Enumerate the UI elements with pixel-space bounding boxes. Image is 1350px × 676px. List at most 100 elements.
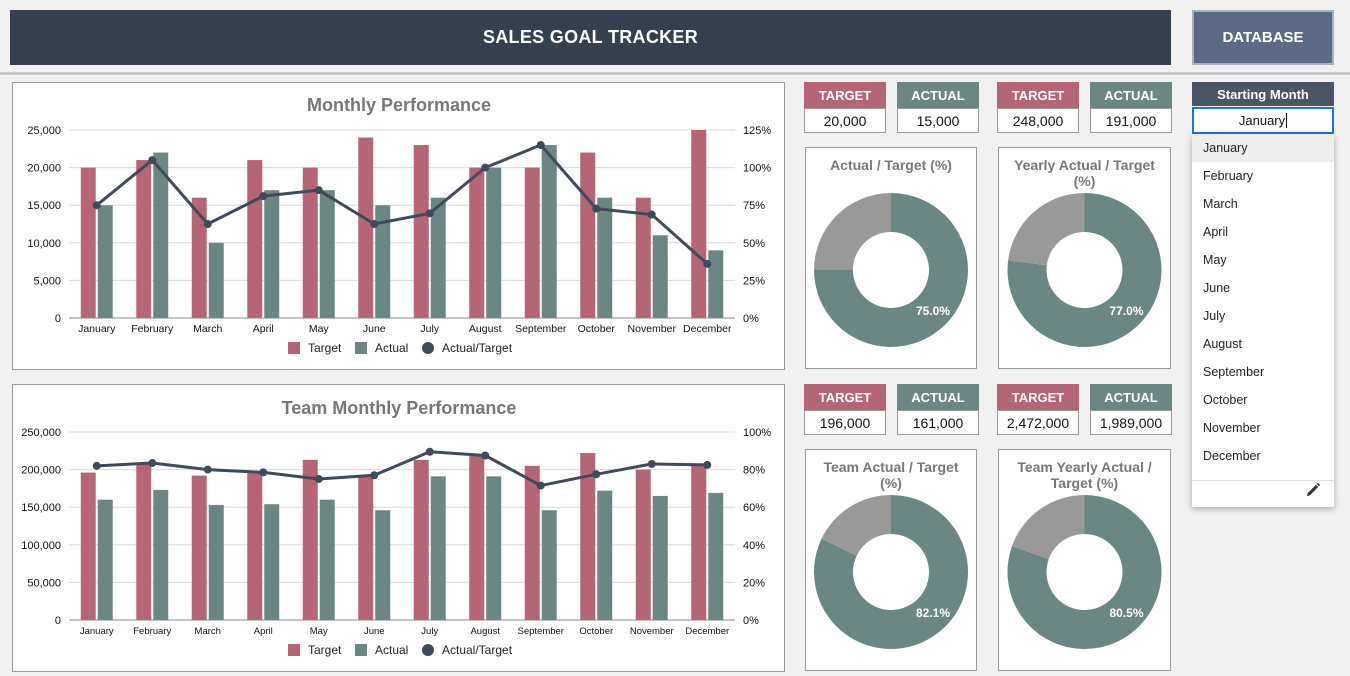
target-bar — [136, 464, 152, 620]
donut-title: Actual / Target (%) — [830, 157, 952, 173]
actual-bar — [486, 476, 502, 620]
ratio-point — [148, 459, 157, 468]
x-tick-label: November — [630, 626, 674, 637]
dropdown-option[interactable]: October — [1203, 393, 1248, 407]
ratio-point — [647, 459, 656, 468]
actual-bar — [486, 167, 502, 318]
dropdown-option[interactable]: January — [1192, 134, 1334, 162]
x-tick-label: March — [195, 626, 221, 637]
starting-month-input[interactable]: January — [1192, 107, 1334, 134]
x-tick-label: June — [363, 323, 386, 335]
y2-tick-label: 75% — [743, 200, 765, 212]
monthly-performance-chart: Monthly Performance 0 0% 5,000 25% 10,000 50% 1… — [27, 95, 771, 355]
dropdown-option[interactable]: April — [1203, 225, 1229, 239]
x-tick-label: April — [253, 323, 274, 335]
dropdown-option[interactable]: September — [1203, 365, 1265, 379]
donut-value-label: 82.1% — [916, 606, 950, 620]
legend-label: Actual/Target — [442, 643, 513, 657]
actual-bar — [652, 235, 668, 318]
target-bar — [524, 465, 540, 620]
database-button[interactable]: DATABASE — [1192, 10, 1334, 65]
kpi-target-value: 20,000 — [804, 108, 886, 133]
target-bar — [635, 469, 651, 620]
y-tick-label: 10,000 — [27, 238, 61, 250]
donut-actual-segment — [814, 193, 968, 347]
legend-swatch — [355, 644, 367, 656]
target-bar — [191, 197, 207, 318]
chart-title: Monthly Performance — [307, 95, 491, 115]
donut-value-label: 75.0% — [916, 304, 950, 318]
target-bar — [80, 472, 96, 620]
actual-bar — [153, 152, 169, 318]
x-tick-label: November — [628, 323, 677, 335]
actual-bar — [541, 145, 557, 318]
y2-tick-label: 25% — [743, 275, 765, 287]
y-tick-label: 150,000 — [21, 502, 61, 514]
donut-remaining-segment — [1008, 193, 1085, 266]
edit-options-button[interactable] — [1304, 481, 1322, 499]
y-tick-label: 15,000 — [27, 200, 61, 212]
dropdown-option[interactable]: March — [1203, 197, 1238, 211]
y-tick-label: 200,000 — [21, 465, 61, 477]
kpi-target-label: TARGET — [997, 82, 1079, 108]
x-tick-label: August — [470, 626, 500, 637]
x-tick-label: December — [685, 626, 729, 637]
actual-bar — [597, 490, 613, 620]
kpi-target-label: TARGET — [997, 384, 1079, 410]
donut-title: Team Actual / Target (%) — [823, 459, 959, 491]
kpi-team-yearly-target: TARGET 2,472,000 — [997, 384, 1079, 435]
ratio-point — [314, 186, 323, 195]
donut-actual-segment — [1007, 495, 1162, 649]
dropdown-option[interactable]: May — [1203, 253, 1227, 267]
ratio-point — [425, 447, 434, 456]
dropdown-option[interactable]: February — [1203, 169, 1254, 183]
actual-bar — [319, 499, 335, 620]
x-tick-label: February — [131, 323, 174, 335]
kpi-monthly-actual: ACTUAL 15,000 — [897, 82, 979, 133]
ratio-point — [92, 201, 101, 210]
actual-bar — [708, 250, 724, 318]
starting-month-value: January — [1238, 113, 1286, 128]
donut-chart: 75.0% — [814, 193, 968, 347]
text-cursor — [1286, 113, 1288, 128]
dropdown-option[interactable]: July — [1203, 309, 1226, 323]
kpi-target-value: 2,472,000 — [997, 410, 1079, 435]
y-tick-label: 5,000 — [33, 275, 61, 287]
ratio-point — [536, 141, 545, 150]
kpi-yearly-actual: ACTUAL 191,000 — [1090, 82, 1172, 133]
dropdown-option[interactable]: June — [1203, 281, 1231, 295]
actual-bar — [597, 197, 613, 318]
actual-bar — [208, 242, 224, 318]
x-tick-label: April — [254, 626, 273, 637]
dropdown-option[interactable]: December — [1203, 449, 1261, 463]
dropdown-divider — [1192, 480, 1334, 481]
donut-title: Yearly Actual / Target (%) — [1014, 157, 1155, 189]
legend-swatch — [355, 342, 367, 354]
y2-tick-label: 0% — [743, 615, 759, 627]
target-bar — [691, 130, 707, 318]
donut-actual-segment — [814, 495, 968, 649]
x-tick-label: February — [133, 626, 171, 637]
actual-bar — [652, 495, 668, 620]
target-bar — [524, 167, 540, 318]
kpi-actual-value: 1,989,000 — [1090, 410, 1172, 435]
y-tick-label: 50,000 — [27, 577, 61, 589]
actual-bar — [97, 205, 113, 318]
kpi-actual-value: 15,000 — [897, 108, 979, 133]
target-bar — [691, 465, 707, 620]
kpi-actual-value: 161,000 — [897, 410, 979, 435]
kpi-actual-label: ACTUAL — [897, 384, 979, 410]
dropdown-option[interactable]: November — [1203, 421, 1261, 435]
kpi-yearly-target: TARGET 248,000 — [997, 82, 1079, 133]
target-bar — [413, 145, 429, 318]
ratio-point — [703, 460, 712, 469]
ratio-point — [148, 156, 157, 165]
donut-chart: 77.0% — [1007, 193, 1162, 347]
y-tick-label: 250,000 — [21, 427, 61, 439]
x-tick-label: October — [579, 626, 613, 637]
x-tick-label: August — [469, 323, 502, 335]
kpi-actual-label: ACTUAL — [1090, 384, 1172, 410]
dropdown-option[interactable]: August — [1203, 337, 1242, 351]
ratio-point — [647, 210, 656, 219]
ratio-point — [703, 259, 712, 268]
